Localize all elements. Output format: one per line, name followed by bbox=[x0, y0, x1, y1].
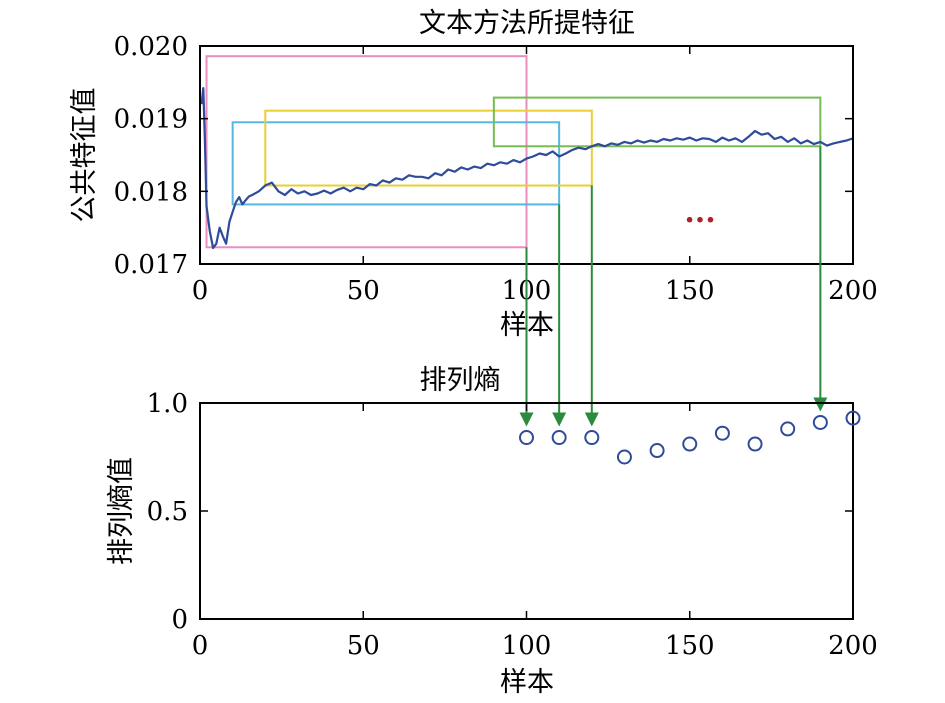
entropy-point bbox=[812, 414, 828, 430]
top-chart: 文本方法所提特征 0 50 100 150 2000.0170.0180.0190.02… bbox=[69, 8, 878, 341]
entropy-point bbox=[780, 421, 796, 437]
top-y-tick-label: 0.017 bbox=[114, 250, 188, 280]
top-x-tick-label: 50 bbox=[347, 276, 380, 306]
bottom-x-tick-label: 200 bbox=[828, 631, 878, 661]
bottom-chart-title: 排列熵 bbox=[420, 365, 501, 396]
entropy-point bbox=[649, 443, 665, 459]
arrow-head bbox=[813, 397, 828, 412]
entropy-point bbox=[584, 430, 600, 446]
window-rect bbox=[205, 55, 528, 249]
arrow-head bbox=[519, 412, 534, 427]
entropy-point bbox=[519, 430, 534, 446]
top-x-tick-label: 150 bbox=[665, 276, 715, 306]
arrow-head bbox=[584, 412, 599, 427]
top-y-tick-label: 0.019 bbox=[114, 105, 188, 135]
top-chart-title: 文本方法所提特征 bbox=[419, 8, 635, 39]
sliding-windows bbox=[205, 55, 822, 249]
bottom-plot-frame bbox=[199, 402, 854, 620]
top-y-tick-label: 0.018 bbox=[114, 177, 188, 207]
arrow-head bbox=[552, 412, 567, 427]
bottom-x-axis-label: 样本 bbox=[500, 667, 554, 698]
entropy-point bbox=[551, 430, 567, 446]
bottom-x-tick-label: 100 bbox=[502, 631, 552, 661]
bottom-axis-ticks: 0 50 100 150 200 0 0.5 1.0 bbox=[147, 389, 878, 661]
top-x-tick-label: 0 bbox=[192, 276, 209, 306]
bottom-x-tick-label: 150 bbox=[665, 631, 715, 661]
bottom-y-tick-label: 0.5 bbox=[147, 497, 188, 527]
top-ellipsis: ... bbox=[684, 195, 715, 230]
entropy-points bbox=[519, 410, 861, 465]
top-y-tick-label: 0.020 bbox=[114, 32, 188, 62]
entropy-point bbox=[616, 449, 632, 465]
bottom-y-tick-label: 1.0 bbox=[147, 389, 188, 419]
entropy-point bbox=[682, 436, 698, 452]
window-to-entropy-arrows bbox=[519, 146, 828, 427]
bottom-x-tick-label: 0 bbox=[192, 631, 209, 661]
bottom-y-tick-label: 0 bbox=[171, 605, 188, 635]
top-series-line bbox=[200, 87, 854, 250]
bottom-x-tick-label: 50 bbox=[347, 631, 380, 661]
window-rect bbox=[264, 109, 593, 187]
bottom-y-axis-label: 排列熵值 bbox=[106, 457, 137, 565]
entropy-point bbox=[845, 410, 861, 426]
entropy-point bbox=[714, 425, 730, 441]
window-rect bbox=[231, 121, 561, 206]
window-rect bbox=[492, 96, 822, 148]
entropy-point bbox=[747, 436, 763, 452]
top-x-tick-label: 200 bbox=[828, 276, 878, 306]
top-y-axis-label: 公共特征值 bbox=[69, 88, 100, 223]
bottom-chart: 排列熵 0 50 100 150 200 0 0.5 1.0 样本 排列熵值 bbox=[106, 365, 878, 698]
